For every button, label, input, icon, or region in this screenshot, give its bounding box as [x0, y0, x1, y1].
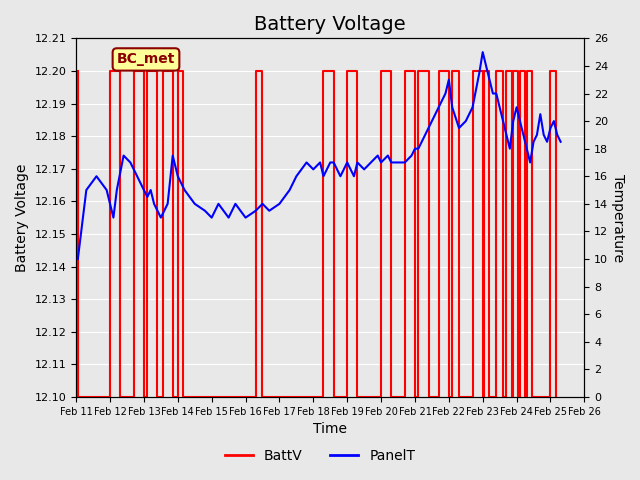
- Title: Battery Voltage: Battery Voltage: [255, 15, 406, 34]
- Text: BC_met: BC_met: [117, 52, 175, 66]
- X-axis label: Time: Time: [313, 422, 348, 436]
- Y-axis label: Temperature: Temperature: [611, 174, 625, 262]
- Y-axis label: Battery Voltage: Battery Voltage: [15, 164, 29, 272]
- Legend: BattV, PanelT: BattV, PanelT: [220, 443, 420, 468]
